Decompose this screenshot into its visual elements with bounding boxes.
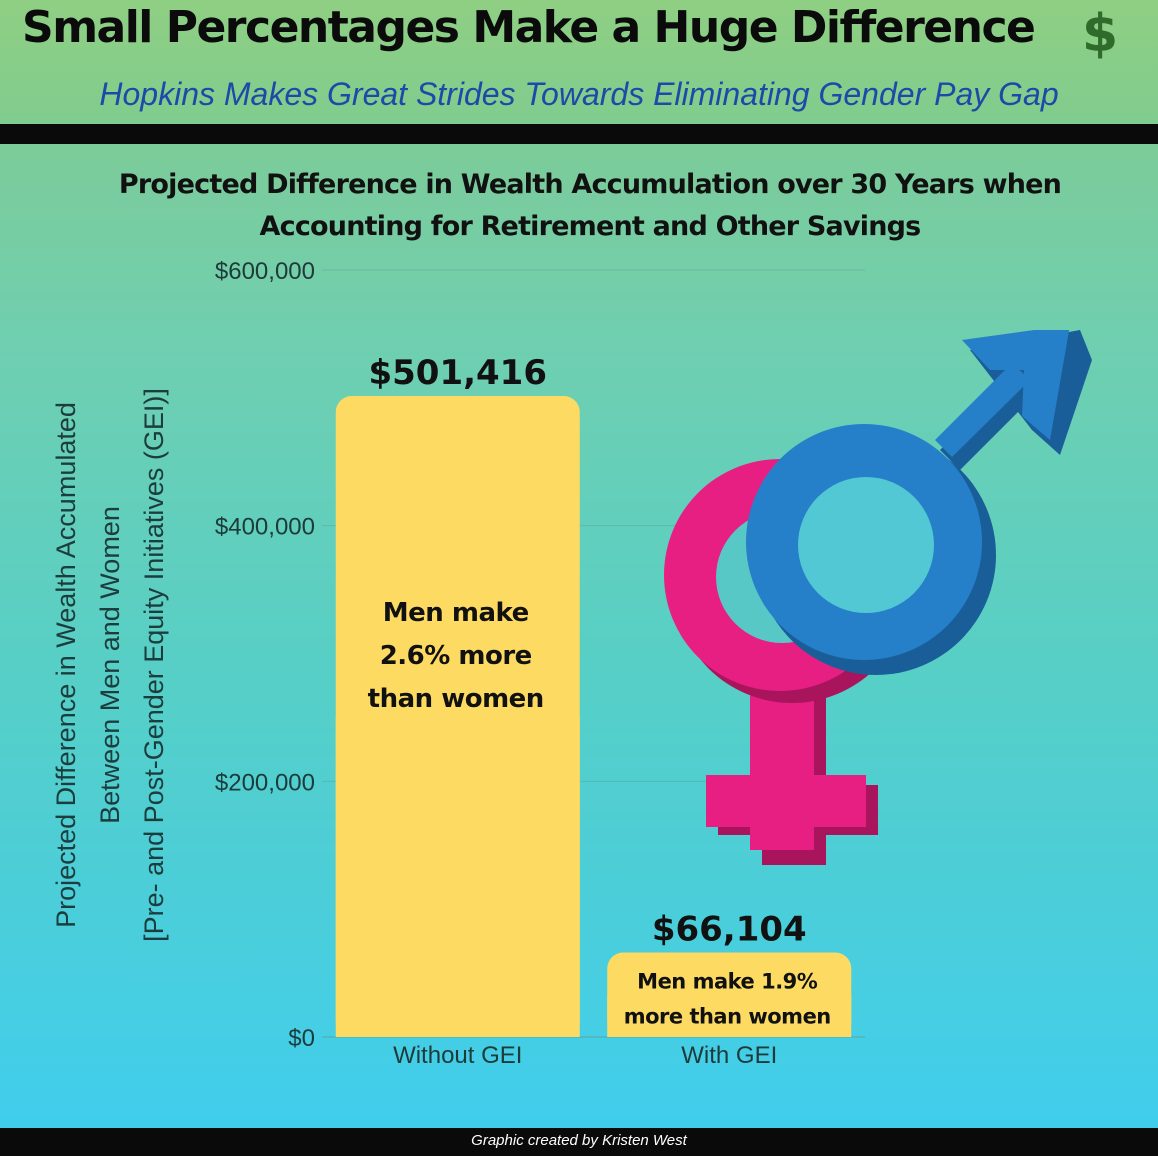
male-symbol-icon: [746, 330, 1092, 675]
footer-band: [0, 1128, 1158, 1156]
y-tick-label: $200,000: [215, 769, 315, 796]
credit-text: Graphic created by Kristen West: [471, 1132, 687, 1149]
x-tick-label: Without GEI: [393, 1042, 522, 1069]
y-tick-label: $400,000: [215, 514, 315, 541]
bar-base: [335, 716, 580, 1037]
bar-annotation: than women: [368, 684, 544, 714]
page-subtitle: Hopkins Makes Great Strides Towards Elim…: [99, 76, 1059, 112]
dollar-sign-icon: $: [1082, 4, 1119, 64]
gender-symbols-icon: [664, 330, 1092, 865]
data-label: $66,104: [652, 909, 807, 949]
x-tick-label: With GEI: [681, 1042, 777, 1069]
bar-annotation: Men make 1.9%: [637, 970, 818, 994]
divider-band: [0, 124, 1158, 144]
bar-annotation: more than women: [624, 1005, 831, 1029]
bar-annotation: 2.6% more: [380, 641, 532, 671]
y-tick-label: $600,000: [215, 258, 315, 285]
chart-title: Projected Difference in Wealth Accumulat…: [100, 164, 1080, 248]
header-banner: Small Percentages Make a Huge Difference…: [0, 0, 1158, 124]
bar-annotation: Men make: [383, 598, 529, 628]
bar-base: [607, 994, 852, 1037]
chart-title-line-2: Accounting for Retirement and Other Savi…: [259, 211, 922, 242]
page-title: Small Percentages Make a Huge Difference: [22, 2, 1036, 53]
data-label: $501,416: [368, 353, 547, 393]
chart-title-line-1: Projected Difference in Wealth Accumulat…: [118, 169, 1062, 200]
y-tick-label: $0: [288, 1025, 315, 1052]
